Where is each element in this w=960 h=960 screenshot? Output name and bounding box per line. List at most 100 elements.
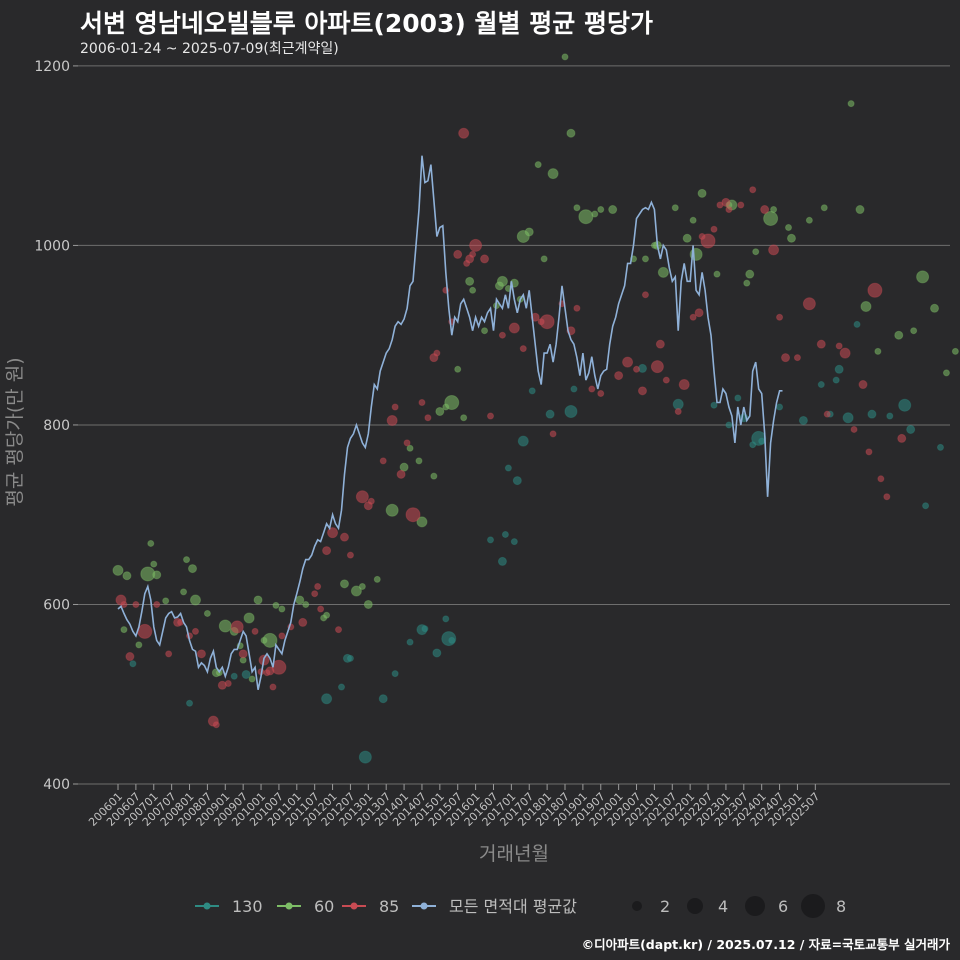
data-point-85 <box>120 600 128 608</box>
data-point-60 <box>358 583 366 591</box>
data-point-130 <box>832 376 840 384</box>
data-point-130 <box>501 530 509 538</box>
data-point-60 <box>942 369 950 377</box>
data-point-60 <box>122 571 132 581</box>
data-point-85 <box>776 313 784 321</box>
legend-key-dot <box>350 902 358 910</box>
data-point-85 <box>637 386 647 396</box>
data-point-60 <box>350 585 362 597</box>
data-point-130 <box>510 538 518 546</box>
data-point-85 <box>694 308 704 318</box>
data-point-130 <box>487 536 494 544</box>
y-tick-label: 400 <box>43 777 70 793</box>
data-point-85 <box>480 254 490 264</box>
data-point-60 <box>573 204 581 212</box>
data-point-60 <box>671 204 679 212</box>
data-point-85 <box>487 412 494 420</box>
data-point-85 <box>662 376 670 384</box>
data-point-85 <box>132 600 140 608</box>
data-point-130 <box>517 435 529 447</box>
scatter-points <box>112 53 959 764</box>
data-point-60 <box>689 216 697 224</box>
data-point-60 <box>295 595 305 605</box>
data-point-85 <box>469 250 477 258</box>
data-point-130 <box>710 401 718 409</box>
y-axis: 400 600 800 1000 1200 <box>34 59 78 793</box>
data-point-85 <box>453 249 463 259</box>
data-point-60 <box>713 270 721 278</box>
data-point-60 <box>112 564 124 576</box>
data-point-60 <box>460 414 468 422</box>
data-point-60 <box>183 556 191 564</box>
data-point-130 <box>421 625 429 633</box>
data-point-60 <box>874 347 882 355</box>
data-point-130 <box>358 750 372 764</box>
data-point-60 <box>752 248 760 256</box>
data-point-85 <box>725 206 733 214</box>
data-point-60 <box>120 626 128 634</box>
data-point-85 <box>737 201 745 209</box>
data-point-130 <box>504 464 512 472</box>
data-point-130 <box>338 683 345 691</box>
data-point-85 <box>721 197 731 207</box>
data-point-85 <box>710 225 718 233</box>
data-point-60 <box>763 211 779 226</box>
data-point-85 <box>858 380 868 390</box>
data-point-85 <box>835 342 843 350</box>
data-point-130 <box>528 387 536 395</box>
data-point-85 <box>781 353 791 363</box>
data-point-85 <box>633 365 641 373</box>
data-point-85 <box>396 469 406 479</box>
data-point-60 <box>135 641 143 649</box>
legend-size-key <box>801 894 825 918</box>
data-point-85 <box>498 331 506 339</box>
data-point-60 <box>385 503 399 517</box>
data-point-60 <box>465 276 475 286</box>
legend-label: 85 <box>379 897 399 916</box>
data-point-85 <box>230 620 244 634</box>
data-point-130 <box>448 636 456 644</box>
data-point-85 <box>298 617 308 627</box>
data-point-60 <box>547 168 559 180</box>
data-point-130 <box>230 672 238 680</box>
y-tick-label: 1000 <box>34 238 70 254</box>
data-point-85 <box>641 291 649 299</box>
data-point-60 <box>578 209 594 225</box>
data-point-85 <box>405 507 421 523</box>
data-point-60 <box>203 609 211 617</box>
data-point-60 <box>657 266 669 278</box>
data-point-60 <box>373 575 381 583</box>
data-point-85 <box>508 322 520 334</box>
data-point-130 <box>391 670 399 678</box>
data-point-85 <box>716 201 724 209</box>
data-point-85 <box>191 627 199 635</box>
data-point-85 <box>877 475 885 483</box>
data-point-60 <box>805 216 813 224</box>
data-point-60 <box>608 205 618 215</box>
data-point-60 <box>930 303 940 313</box>
data-point-60 <box>916 270 930 284</box>
data-point-85 <box>823 410 831 418</box>
source-caption: ©디아파트(dapt.kr) / 2025.07.12 / 자료=국토교통부 실… <box>581 937 950 952</box>
data-point-60 <box>697 188 707 198</box>
data-point-85 <box>314 583 322 591</box>
data-point-60 <box>302 600 310 608</box>
legend: 130 60 85 모든 면적대 평균값 2 4 6 8 <box>195 894 846 918</box>
data-point-130 <box>186 699 194 707</box>
data-point-85 <box>238 649 248 659</box>
data-point-60 <box>152 570 162 580</box>
legend-size-label: 6 <box>778 897 788 916</box>
data-point-60 <box>469 286 477 294</box>
data-point-60 <box>189 594 201 606</box>
data-point-85 <box>802 297 816 311</box>
data-point-85 <box>539 314 555 330</box>
data-point-85 <box>867 282 883 298</box>
average-line <box>117 155 783 690</box>
data-point-85 <box>650 360 664 374</box>
data-point-85 <box>433 349 441 357</box>
data-point-60 <box>786 233 796 243</box>
data-point-85 <box>269 683 277 691</box>
data-point-130 <box>817 381 825 389</box>
y-tick-label: 600 <box>43 597 70 613</box>
data-point-85 <box>165 650 173 658</box>
